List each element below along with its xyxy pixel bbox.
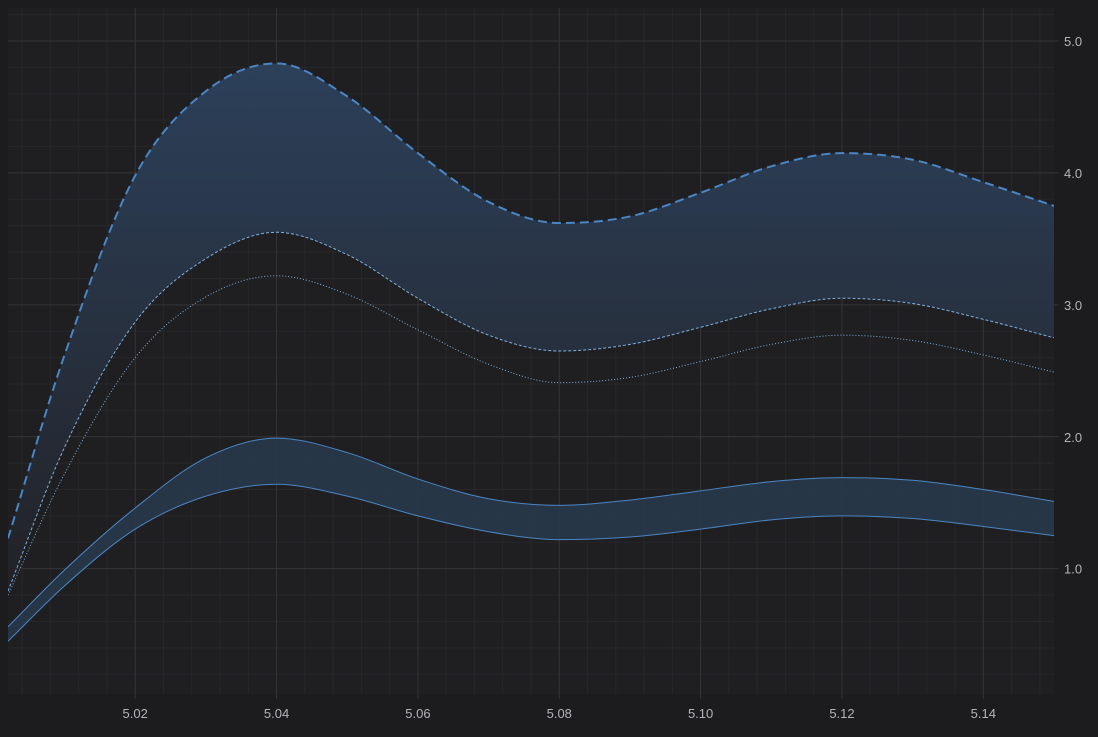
fine-dashed-series-line xyxy=(8,231,1054,592)
band-lower-line xyxy=(8,483,1054,642)
x-tick-label: 5.06 xyxy=(405,706,430,721)
band-fills xyxy=(8,63,1054,642)
x-tick-label: 5.10 xyxy=(688,706,713,721)
x-tick-label: 5.04 xyxy=(264,706,289,721)
series-lines xyxy=(8,62,1054,642)
band-fill-area xyxy=(8,63,1054,592)
band-upper-line xyxy=(8,437,1054,628)
x-tick-label: 5.12 xyxy=(829,706,854,721)
x-tick-label: 5.02 xyxy=(123,706,148,721)
y-tick-label: 1.0 xyxy=(1064,562,1082,577)
dashed-series-line xyxy=(8,62,1054,539)
y-tick-label: 4.0 xyxy=(1064,166,1082,181)
band-fill-area xyxy=(8,438,1054,642)
y-tick-label: 5.0 xyxy=(1064,34,1082,49)
x-tick-label: 5.08 xyxy=(547,706,572,721)
x-axis-tick-labels: 5.02 5.04 5.06 5.08 5.10 5.12 5.14 xyxy=(123,706,996,721)
y-axis-tick-labels: 1.0 2.0 3.0 4.0 5.0 xyxy=(1064,34,1082,577)
y-tick-label: 2.0 xyxy=(1064,430,1082,445)
y-tick-label: 3.0 xyxy=(1064,298,1082,313)
dotted-series-line xyxy=(8,275,1054,596)
x-tick-label: 5.14 xyxy=(971,706,996,721)
